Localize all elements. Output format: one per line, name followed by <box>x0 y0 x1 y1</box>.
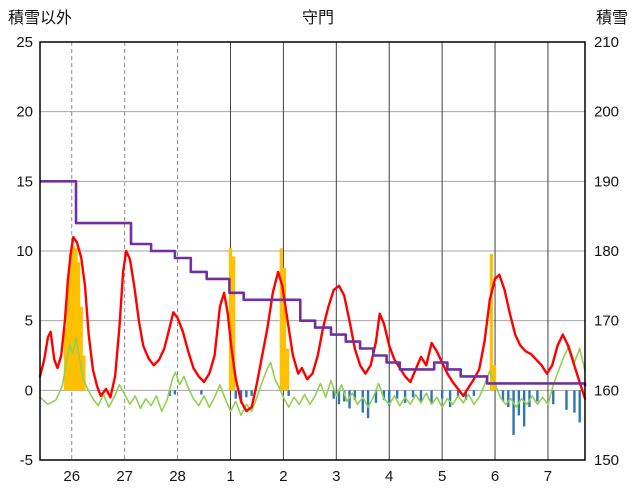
x-tick-label: 5 <box>438 468 446 485</box>
left-axis-tick-labels: 25 20 15 10 5 0 -5 <box>16 34 33 469</box>
right-tick-label: 160 <box>594 382 619 399</box>
left-tick-label: 25 <box>16 34 33 51</box>
x-tick-label: 3 <box>332 468 340 485</box>
right-tick-label: 150 <box>594 452 619 469</box>
left-tick-label: 5 <box>25 313 33 330</box>
x-tick-label: 27 <box>116 468 133 485</box>
x-tick-label: 7 <box>544 468 552 485</box>
x-axis-tick-labels: 26 27 28 1 2 3 4 5 6 7 <box>63 468 552 485</box>
right-tick-label: 200 <box>594 104 619 121</box>
right-tick-label: 190 <box>594 173 619 190</box>
right-tick-label: 170 <box>594 313 619 330</box>
x-tick-label: 4 <box>385 468 393 485</box>
series-snow-depth-step <box>40 180 587 387</box>
left-tick-label: 15 <box>16 173 33 190</box>
left-axis-label: 積雪以外 <box>8 10 73 27</box>
series-green-line <box>39 336 586 417</box>
series-snowfall-bars <box>63 245 497 391</box>
x-tick-label: 2 <box>279 468 287 485</box>
plot-frame <box>39 41 586 461</box>
right-tick-label: 210 <box>594 34 619 51</box>
right-axis-label: 積雪 <box>595 10 628 27</box>
x-tick-label: 28 <box>169 468 186 485</box>
x-tick-label: 1 <box>226 468 234 485</box>
right-tick-label: 180 <box>594 243 619 260</box>
chart-title: 守門 <box>301 10 334 27</box>
x-tick-label: 6 <box>491 468 499 485</box>
left-tick-label: -5 <box>20 452 33 469</box>
left-tick-label: 0 <box>25 382 33 399</box>
x-tick-label: 26 <box>63 468 80 485</box>
series-red-line <box>38 235 587 413</box>
right-axis-tick-labels: 210 200 190 180 170 160 150 <box>594 34 619 469</box>
vertical-gridlines <box>71 42 549 460</box>
left-tick-label: 20 <box>16 104 33 121</box>
left-tick-label: 10 <box>16 243 33 260</box>
